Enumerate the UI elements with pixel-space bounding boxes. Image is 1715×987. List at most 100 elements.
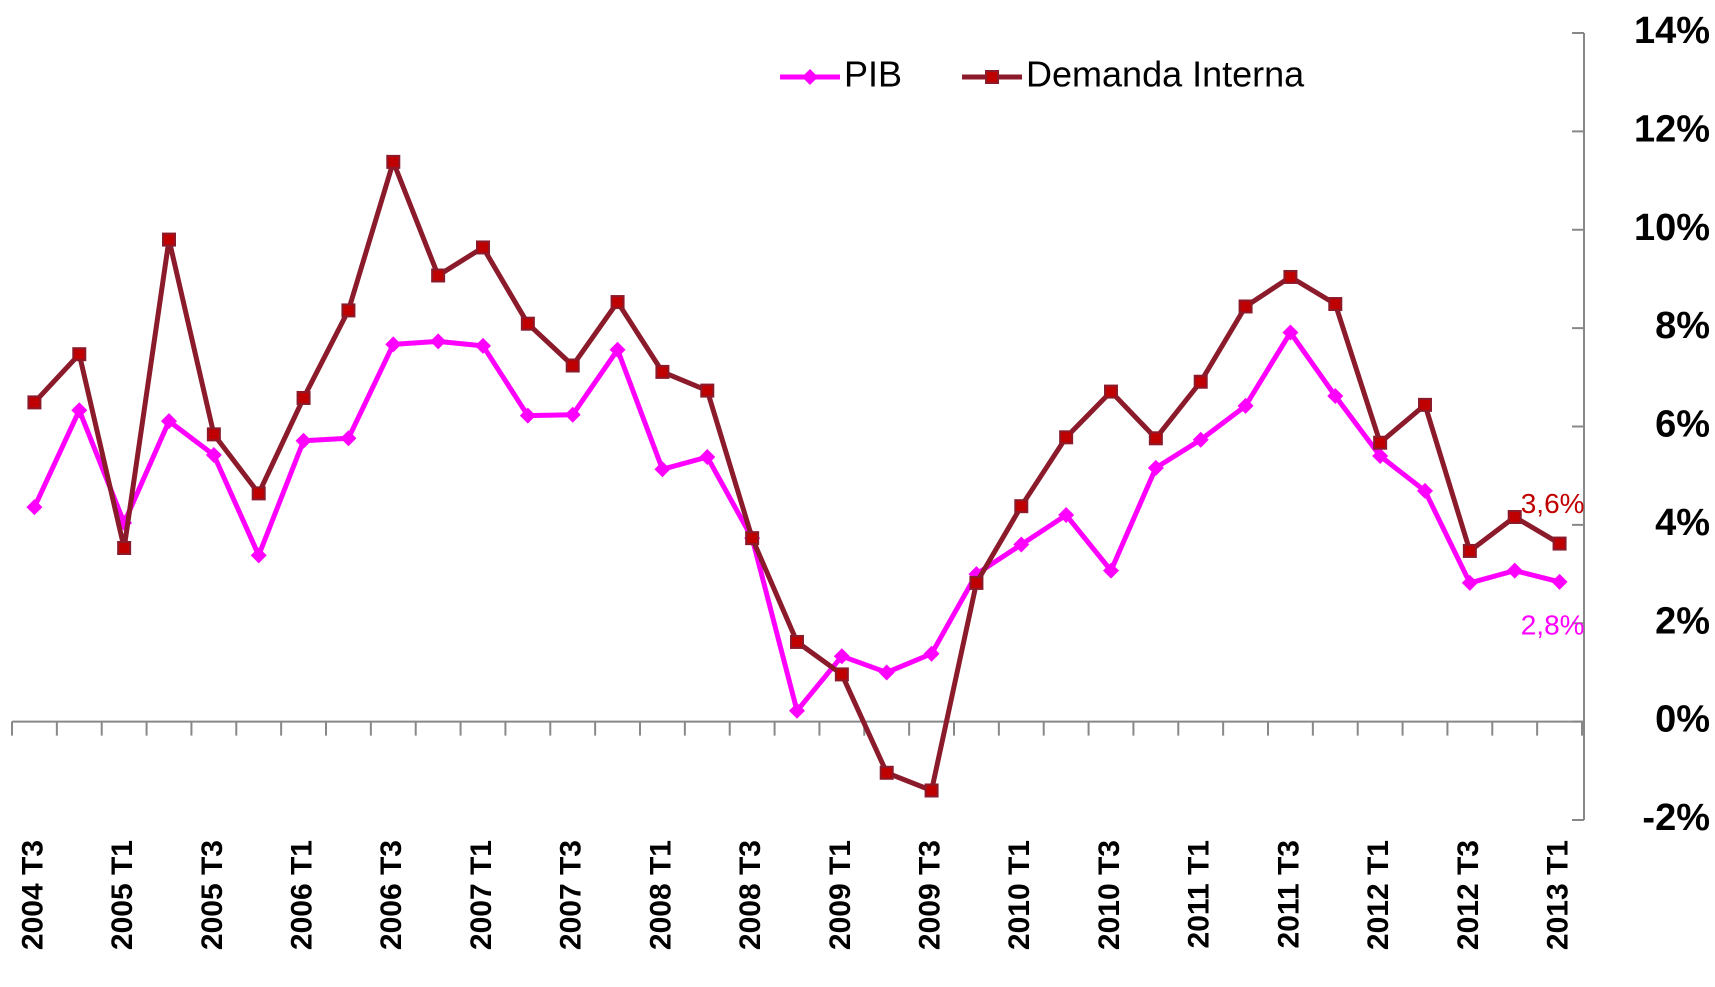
marker — [878, 664, 895, 681]
marker — [1327, 388, 1344, 405]
y-tick-label: 0% — [1655, 699, 1710, 741]
marker — [206, 427, 221, 442]
marker — [385, 336, 402, 353]
marker — [655, 364, 670, 379]
x-tick-label: 2005 T3 — [196, 840, 229, 950]
y-tick-label: 14% — [1634, 10, 1710, 52]
x-tick-label: 2010 T1 — [1003, 840, 1036, 950]
marker — [1237, 397, 1254, 414]
y-tick-label: 10% — [1634, 207, 1710, 249]
y-tick-label: 8% — [1655, 305, 1710, 347]
marker — [27, 395, 42, 410]
marker — [341, 303, 356, 318]
marker — [565, 358, 580, 373]
x-tick-label: 2012 T3 — [1452, 840, 1485, 950]
marker — [564, 406, 581, 423]
x-tick-label: 2006 T1 — [285, 840, 318, 950]
marker — [117, 540, 132, 555]
marker — [1103, 562, 1119, 579]
marker — [1283, 269, 1298, 284]
x-tick-label: 2007 T1 — [465, 840, 498, 950]
marker — [1059, 430, 1074, 445]
marker — [700, 383, 715, 398]
marker — [296, 390, 311, 405]
marker — [802, 69, 818, 85]
marker — [924, 783, 939, 798]
y-tick-label: 12% — [1634, 108, 1710, 150]
marker — [26, 499, 43, 516]
marker — [1417, 482, 1433, 499]
x-tick-label: 2013 T1 — [1541, 840, 1574, 950]
marker — [251, 486, 266, 501]
marker — [161, 413, 177, 430]
value-label: 2,8% — [1521, 609, 1585, 640]
marker — [1507, 510, 1522, 525]
x-tick-label: 2012 T1 — [1362, 840, 1395, 950]
x-tick-label: 2004 T3 — [16, 840, 49, 950]
marker — [879, 765, 894, 780]
marker — [1418, 397, 1432, 412]
marker — [789, 702, 805, 719]
y-tick-label: 2% — [1655, 600, 1710, 642]
marker — [1462, 543, 1477, 558]
marker — [1282, 324, 1299, 341]
marker — [430, 333, 447, 350]
marker — [1372, 448, 1389, 465]
x-tick-label: 2011 T1 — [1183, 840, 1216, 948]
marker — [1104, 384, 1118, 399]
x-tick-label: 2006 T3 — [375, 840, 408, 950]
marker — [609, 341, 626, 358]
marker — [1461, 574, 1478, 591]
marker — [519, 407, 536, 424]
legend-label: PIB — [844, 54, 902, 95]
marker — [475, 337, 491, 354]
marker — [250, 547, 267, 564]
marker — [71, 402, 88, 419]
y-tick-label: 4% — [1655, 502, 1710, 544]
marker — [1148, 431, 1163, 446]
x-tick-label: 2008 T3 — [734, 840, 767, 950]
legend-label: Demanda Interna — [1026, 54, 1305, 95]
y-tick-label: -2% — [1642, 797, 1710, 839]
marker — [520, 316, 535, 331]
marker — [1147, 459, 1164, 476]
marker — [699, 448, 716, 465]
x-tick-label: 2008 T1 — [644, 840, 677, 950]
series-line — [32, 330, 1561, 714]
marker — [969, 575, 984, 590]
marker — [431, 268, 446, 283]
y-tick-label: 6% — [1655, 404, 1710, 446]
marker — [1192, 431, 1209, 448]
marker — [833, 648, 850, 665]
marker — [295, 432, 312, 449]
x-tick-label: 2005 T1 — [106, 840, 139, 950]
marker — [923, 645, 940, 662]
series-line — [32, 159, 1561, 793]
marker — [790, 634, 804, 649]
marker — [1013, 536, 1030, 553]
marker — [985, 70, 1000, 84]
marker — [1058, 507, 1075, 524]
marker — [162, 232, 176, 247]
marker — [1193, 374, 1208, 389]
marker — [1014, 499, 1029, 514]
marker — [1328, 297, 1343, 312]
x-tick-label: 2007 T3 — [555, 840, 588, 950]
marker — [1552, 536, 1567, 551]
x-tick-label: 2010 T3 — [1093, 840, 1126, 950]
x-tick-label: 2009 T1 — [824, 840, 857, 950]
marker — [745, 531, 760, 546]
marker — [205, 447, 222, 464]
marker — [476, 240, 490, 255]
marker — [1506, 562, 1523, 579]
marker — [72, 347, 87, 362]
marker — [834, 667, 849, 682]
value-label: 3,6% — [1521, 488, 1585, 519]
x-tick-label: 2011 T3 — [1272, 840, 1305, 948]
marker — [1373, 435, 1388, 450]
x-tick-label: 2009 T3 — [913, 840, 946, 950]
marker — [1551, 573, 1568, 590]
marker — [610, 295, 625, 310]
